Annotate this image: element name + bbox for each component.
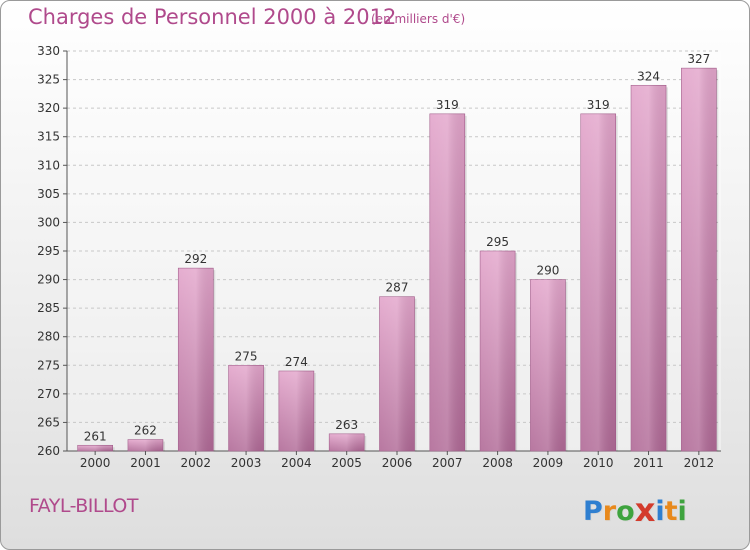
- proxiti-logo: Proxiti: [583, 490, 687, 529]
- y-tick-label: 325: [37, 73, 60, 87]
- y-tick-label: 270: [37, 387, 60, 401]
- data-label: 324: [637, 69, 660, 83]
- bar-shine: [681, 68, 717, 452]
- x-tick-label: 2005: [331, 456, 362, 470]
- bar-shine: [379, 296, 415, 451]
- bar-shine: [127, 439, 163, 451]
- data-label: 262: [134, 424, 157, 438]
- bar-shine: [278, 371, 314, 451]
- bar-shine: [631, 85, 667, 452]
- logo-letter: P: [583, 496, 603, 527]
- data-label: 292: [184, 252, 207, 266]
- logo-letter: r: [602, 496, 617, 527]
- y-tick-label: 280: [37, 330, 60, 344]
- data-label: 290: [536, 264, 559, 278]
- y-tick-label: 305: [37, 187, 60, 201]
- data-label: 287: [386, 281, 409, 295]
- x-tick-label: 2008: [482, 456, 513, 470]
- chart-subtitle: (en milliers d'€): [371, 12, 466, 26]
- data-label: 319: [587, 98, 610, 112]
- data-label: 261: [84, 429, 107, 443]
- y-tick-label: 315: [37, 130, 60, 144]
- data-label: 263: [335, 418, 358, 432]
- logo-letter: i: [677, 496, 687, 527]
- bar-shine: [530, 279, 566, 451]
- y-tick-label: 290: [37, 273, 60, 287]
- x-tick-label: 2007: [432, 456, 463, 470]
- logo-letter: t: [664, 496, 678, 527]
- data-label: 319: [436, 98, 459, 112]
- bar-shine: [429, 113, 465, 451]
- chart-title: Charges de Personnel 2000 à 2012: [28, 5, 397, 29]
- x-tick-label: 2003: [231, 456, 262, 470]
- x-tick-label: 2002: [180, 456, 211, 470]
- x-tick-label: 2000: [80, 456, 111, 470]
- x-tick-label: 2004: [281, 456, 312, 470]
- y-tick-label: 260: [37, 444, 60, 458]
- logo-letter: x: [634, 491, 656, 529]
- logo-letter: o: [616, 496, 635, 527]
- bar-shine: [178, 268, 214, 451]
- data-label: 327: [687, 52, 710, 66]
- data-label: 274: [285, 355, 308, 369]
- logo-letter: i: [655, 496, 665, 527]
- data-label: 275: [235, 349, 258, 363]
- bar-shine: [77, 445, 113, 451]
- y-tick-label: 285: [37, 301, 60, 315]
- x-tick-label: 2012: [684, 456, 715, 470]
- bar-shine: [228, 365, 264, 451]
- y-tick-label: 330: [37, 44, 60, 58]
- x-tick-label: 2010: [583, 456, 614, 470]
- x-tick-label: 2011: [633, 456, 664, 470]
- x-tick-label: 2001: [130, 456, 161, 470]
- x-tick-label: 2009: [533, 456, 564, 470]
- bar-shine: [580, 113, 616, 451]
- y-tick-label: 300: [37, 215, 60, 229]
- data-label: 295: [486, 235, 509, 249]
- commune-name: FAYL-BILLOT: [29, 495, 138, 517]
- y-tick-label: 310: [37, 158, 60, 172]
- y-tick-label: 320: [37, 101, 60, 115]
- y-tick-label: 275: [37, 358, 60, 372]
- y-tick-label: 265: [37, 415, 60, 429]
- x-tick-label: 2006: [382, 456, 413, 470]
- bar-shine: [329, 433, 365, 451]
- bar-shine: [480, 251, 516, 451]
- y-tick-label: 295: [37, 244, 60, 258]
